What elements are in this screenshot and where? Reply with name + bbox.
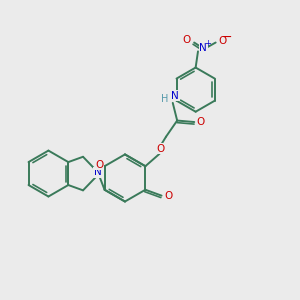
Text: O: O [218, 36, 226, 46]
Text: O: O [95, 160, 103, 170]
Text: O: O [157, 143, 165, 154]
Text: O: O [164, 190, 172, 201]
Text: N: N [200, 44, 207, 53]
Text: N: N [171, 91, 179, 100]
Text: −: − [222, 31, 232, 44]
Text: O: O [182, 34, 190, 45]
Text: +: + [204, 39, 211, 48]
Text: H: H [161, 94, 168, 104]
Text: N: N [94, 167, 102, 177]
Text: O: O [196, 117, 205, 127]
